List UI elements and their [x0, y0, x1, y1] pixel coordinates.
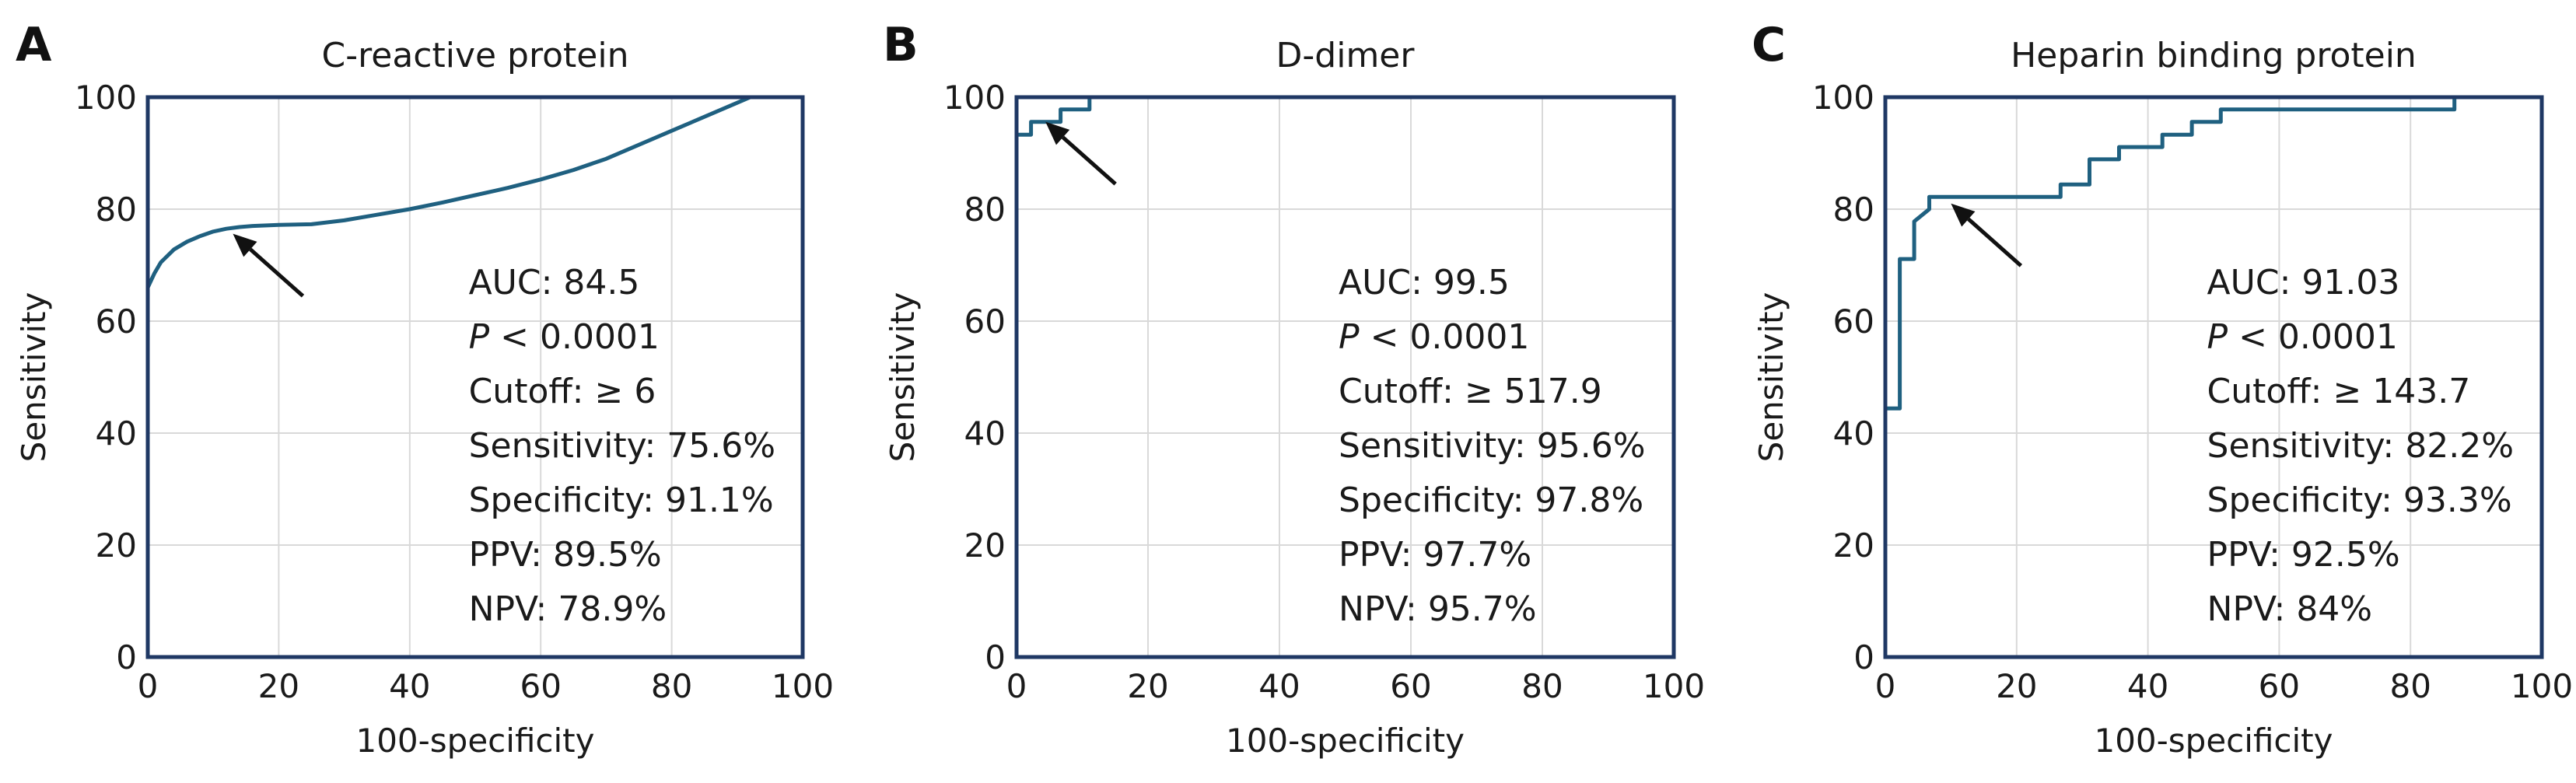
panel-letter: A	[16, 18, 52, 72]
stat-cutoff: Cutoff: ≥ 6	[469, 372, 656, 411]
stat-ppv: PPV: 92.5%	[2207, 535, 2400, 575]
x-tick-label: 20	[258, 667, 299, 705]
x-tick-label: 80	[2389, 667, 2431, 705]
stat-sensitivity: Sensitivity: 95.6%	[1339, 426, 1645, 466]
x-tick-label: 80	[1521, 667, 1563, 705]
x-axis-label: 100-specificity	[355, 722, 594, 760]
stat-p-value: P < 0.0001	[1339, 317, 1529, 357]
x-tick-label: 40	[1258, 667, 1300, 705]
arrow-shaft	[1061, 135, 1117, 186]
y-tick-label: 20	[964, 526, 1006, 565]
x-tick-label: 20	[1996, 667, 2037, 705]
gridlines	[1885, 97, 2542, 657]
chart-title: Heparin binding protein	[2011, 36, 2417, 75]
roc-curve-line	[145, 95, 803, 657]
x-tick-label: 0	[1875, 667, 1896, 705]
y-tick-label: 40	[964, 414, 1006, 453]
y-tick-label: 60	[1833, 302, 1874, 341]
stat-p-value: P < 0.0001	[2207, 317, 2398, 357]
x-tick-label: 60	[520, 667, 561, 705]
y-tick-label: 0	[116, 638, 137, 676]
y-tick-label: 60	[96, 302, 137, 341]
chart-title: C-reactive protein	[322, 36, 629, 75]
panel-letter: B	[883, 18, 919, 72]
x-tick-label: 100	[2511, 667, 2573, 705]
arrow-head	[233, 233, 257, 257]
y-tick-label: 20	[96, 526, 137, 565]
cutoff-arrow	[233, 233, 305, 298]
panel-a: A C-reactive protein 0 20 40 60 80 100 0 20 40 60 80…	[15, 18, 834, 760]
stat-specificity: Specificity: 91.1%	[469, 481, 774, 520]
stat-ppv: PPV: 89.5%	[469, 535, 662, 575]
stat-npv: NPV: 84%	[2207, 589, 2373, 629]
x-tick-label: 100	[1643, 667, 1705, 705]
x-tick-label: 0	[1006, 667, 1027, 705]
x-tick-label: 80	[651, 667, 692, 705]
chart-title: D-dimer	[1276, 36, 1416, 75]
plot-frame	[1014, 95, 1676, 659]
y-tick-label: 100	[75, 79, 137, 117]
y-axis-label: Sensitivity	[884, 292, 922, 463]
y-tick-label: 0	[985, 638, 1006, 676]
stat-cutoff: Cutoff: ≥ 143.7	[2207, 372, 2471, 411]
y-tick-label: 0	[1853, 638, 1874, 676]
stat-cutoff: Cutoff: ≥ 517.9	[1339, 372, 1602, 411]
x-axis-label: 100-specificity	[1226, 722, 1465, 760]
stat-sensitivity: Sensitivity: 75.6%	[469, 426, 775, 466]
stat-p-value: P < 0.0001	[469, 317, 660, 357]
roc-curve-line	[1883, 95, 2542, 657]
stat-npv: NPV: 78.9%	[469, 589, 667, 629]
roc-curve-line	[1014, 95, 1674, 657]
gridlines	[1017, 97, 1674, 657]
arrow-shaft	[1967, 217, 2023, 267]
x-tick-label: 20	[1127, 667, 1168, 705]
x-axis-label: 100-specificity	[2094, 722, 2333, 760]
x-tick-label: 60	[2259, 667, 2300, 705]
plot-frame	[1883, 95, 2544, 659]
arrow-shaft	[249, 247, 305, 298]
stat-auc: AUC: 99.5	[1339, 263, 1510, 302]
stats-annotation: AUC: 84.5 P < 0.0001 Cutoff: ≥ 6 Sensitivit…	[469, 263, 775, 629]
panel-letter: C	[1752, 18, 1786, 72]
y-tick-label: 100	[943, 79, 1006, 117]
y-axis-label: Sensitivity	[15, 292, 53, 463]
stat-specificity: Specificity: 93.3%	[2207, 481, 2512, 520]
x-tick-label: 0	[138, 667, 159, 705]
y-tick-label: 80	[96, 191, 137, 229]
plot-frame	[145, 95, 805, 659]
stat-sensitivity: Sensitivity: 82.2%	[2207, 426, 2514, 466]
cutoff-arrow	[1045, 121, 1117, 186]
arrow-head	[1045, 121, 1070, 145]
stats-annotation: AUC: 91.03 P < 0.0001 Cutoff: ≥ 143.7 Sensi…	[2207, 263, 2514, 629]
stat-npv: NPV: 95.7%	[1339, 589, 1537, 629]
x-tick-label: 100	[772, 667, 834, 705]
panel-b: B D-dimer 0 20 40 60 80 100 0 20 40 60 80 100 100-spec…	[883, 18, 1705, 760]
y-tick-label: 20	[1833, 526, 1874, 565]
arrow-head	[1951, 203, 1976, 227]
stat-auc: AUC: 84.5	[469, 263, 640, 302]
x-tick-label: 60	[1390, 667, 1431, 705]
stat-ppv: PPV: 97.7%	[1339, 535, 1531, 575]
y-tick-label: 40	[96, 414, 137, 453]
y-axis-label: Sensitivity	[1752, 292, 1790, 463]
y-tick-label: 80	[964, 191, 1006, 229]
x-tick-label: 40	[389, 667, 430, 705]
gridlines	[148, 97, 803, 657]
stats-annotation: AUC: 99.5 P < 0.0001 Cutoff: ≥ 517.9 Sensit…	[1339, 263, 1645, 629]
cutoff-arrow	[1951, 203, 2023, 267]
y-tick-label: 40	[1833, 414, 1874, 453]
stat-specificity: Specificity: 97.8%	[1339, 481, 1643, 520]
y-tick-label: 80	[1833, 191, 1874, 229]
panel-c: C Heparin binding protein 0 20 40 60 80 100 0 20 4…	[1752, 18, 2573, 760]
y-tick-label: 60	[964, 302, 1006, 341]
y-tick-label: 100	[1812, 79, 1874, 117]
stat-auc: AUC: 91.03	[2207, 263, 2400, 302]
x-tick-label: 40	[2127, 667, 2168, 705]
